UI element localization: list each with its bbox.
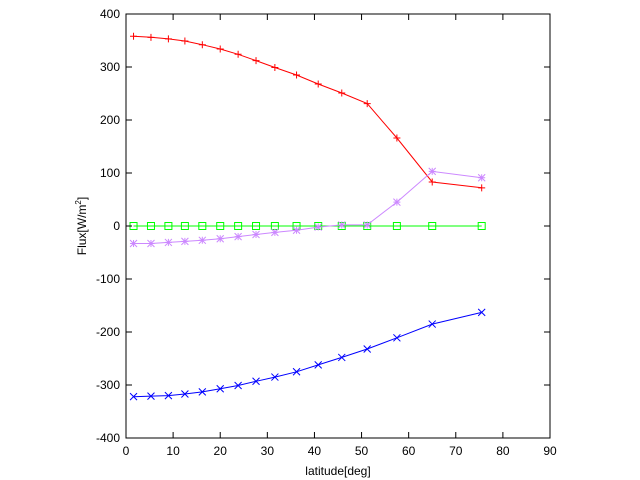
x-tick-label: 20 (214, 444, 228, 458)
data-point (198, 222, 207, 230)
data-point (147, 33, 155, 41)
series-line (133, 170, 482, 244)
data-point (252, 377, 260, 386)
data-point (477, 308, 486, 317)
data-point (314, 80, 322, 88)
data-point (252, 230, 260, 239)
data-point (337, 353, 346, 362)
data-point (181, 390, 189, 398)
x-tick-label: 60 (402, 444, 416, 458)
data-point (234, 232, 242, 241)
y-tick-label: -100 (96, 272, 120, 286)
series-3 (129, 167, 486, 248)
data-point (164, 238, 173, 247)
data-point (292, 226, 301, 235)
data-point (164, 391, 173, 400)
data-point (164, 222, 173, 230)
y-tick-label: 200 (100, 113, 120, 127)
y-axis-title-end: ] (75, 197, 89, 200)
data-point (181, 37, 189, 45)
data-point (129, 392, 138, 401)
data-point (198, 41, 206, 49)
data-point (477, 222, 486, 230)
data-point (216, 234, 225, 243)
data-point (129, 239, 138, 248)
data-point (338, 89, 346, 97)
data-point (216, 45, 224, 53)
x-axis-title: latitude[deg] (305, 464, 370, 478)
data-point (234, 50, 242, 58)
series-4 (129, 308, 486, 401)
y-tick-label: 100 (100, 166, 120, 180)
data-point (477, 173, 486, 182)
data-point (393, 198, 401, 207)
data-point (428, 222, 437, 230)
data-point (147, 239, 155, 248)
data-point (428, 178, 436, 186)
data-point (393, 134, 401, 142)
data-point (337, 222, 346, 230)
y-tick-label: 400 (100, 7, 120, 21)
data-point (337, 221, 346, 229)
y-axis-title-main: Flux[W/m (75, 205, 89, 256)
series-line (133, 35, 482, 189)
y-tick-label: -400 (96, 431, 120, 445)
data-point (180, 222, 189, 230)
y-tick-label: 0 (113, 219, 120, 233)
data-point (271, 228, 279, 237)
x-tick-label: 0 (123, 444, 130, 458)
data-point (234, 222, 243, 230)
data-point (216, 222, 225, 230)
series-line (133, 311, 482, 398)
data-point (478, 184, 486, 192)
data-point (393, 333, 401, 342)
x-tick-label: 30 (261, 444, 275, 458)
data-point (363, 221, 372, 229)
data-point (428, 320, 437, 328)
data-point (363, 222, 372, 230)
data-point (271, 373, 279, 381)
data-point (252, 57, 260, 65)
y-axis-title: Flux[W/m2] (74, 197, 89, 255)
y-tick-label: 300 (100, 60, 120, 74)
y-axis-title-superscript: 2 (74, 200, 83, 205)
x-axis: 0 10 20 30 40 50 60 70 80 90 (123, 14, 557, 458)
x-tick-label: 10 (166, 444, 180, 458)
data-point (363, 100, 371, 108)
data-point (129, 222, 138, 230)
data-point (146, 222, 155, 230)
data-point (130, 32, 138, 40)
data-point (271, 64, 279, 72)
data-point (363, 345, 372, 353)
data-point (216, 384, 225, 393)
data-point (293, 71, 301, 79)
data-point (392, 222, 401, 230)
data-point (181, 237, 189, 246)
data-point (428, 167, 437, 176)
y-tick-label: -200 (96, 325, 120, 339)
plot-marks (129, 32, 486, 401)
data-point (164, 35, 172, 43)
series-2 (129, 222, 486, 230)
data-point (198, 236, 207, 245)
series-1 (130, 32, 486, 192)
x-tick-label: 40 (308, 444, 322, 458)
data-point (234, 381, 242, 390)
data-point (252, 222, 261, 230)
data-point (198, 388, 207, 396)
y-tick-label: -300 (96, 378, 120, 392)
data-point (292, 367, 301, 376)
x-tick-label: 70 (449, 444, 463, 458)
x-tick-label: 50 (355, 444, 369, 458)
data-point (314, 223, 323, 231)
x-tick-label: 90 (543, 444, 557, 458)
y-axis: -400 -300 -200 -100 0 100 200 300 400 (96, 7, 550, 445)
x-tick-label: 80 (496, 444, 510, 458)
data-point (147, 392, 155, 400)
data-point (314, 361, 323, 369)
